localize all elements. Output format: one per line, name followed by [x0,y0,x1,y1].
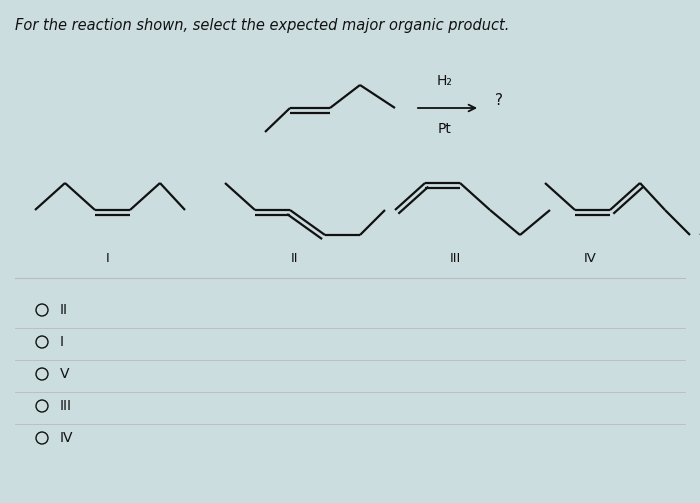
Text: III: III [60,399,72,413]
Text: I: I [106,252,110,265]
Text: H₂: H₂ [437,74,453,88]
Text: Pt: Pt [438,122,452,136]
Text: I: I [60,335,64,349]
Text: II: II [60,303,68,317]
Text: III: III [449,252,461,265]
Text: IV: IV [60,431,74,445]
Text: For the reaction shown, select the expected major organic product.: For the reaction shown, select the expec… [15,18,510,33]
Text: V: V [60,367,69,381]
Text: ?: ? [495,93,503,108]
Text: II: II [291,252,299,265]
Text: IV: IV [584,252,596,265]
